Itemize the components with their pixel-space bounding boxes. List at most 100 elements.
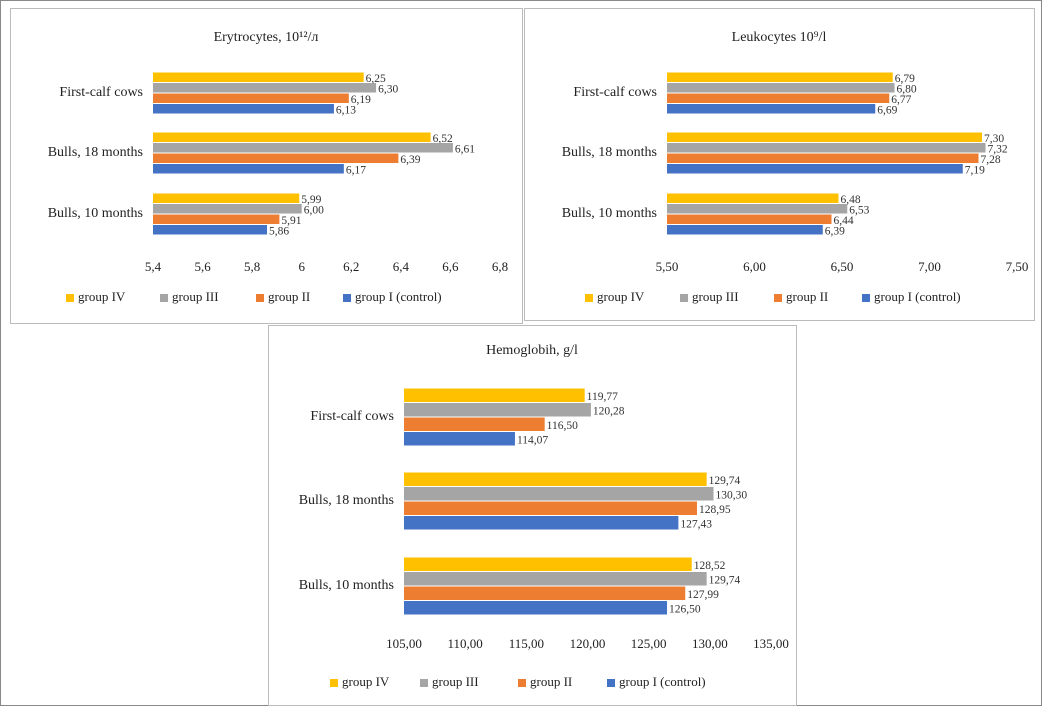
category-label: First-calf cows: [59, 85, 143, 100]
category-label: Bulls, 10 months: [299, 578, 394, 593]
x-tick-label: 6,50: [831, 259, 854, 274]
value-label: 7,32: [988, 143, 1008, 155]
bar: [404, 388, 585, 402]
bar: [153, 104, 334, 114]
chart-title: Hemoglobih, g/l: [486, 343, 578, 358]
legend-swatch: [160, 294, 168, 302]
value-label: 6,80: [897, 83, 917, 95]
value-label: 6,79: [895, 73, 915, 85]
value-label: 129,74: [709, 475, 741, 487]
legend-label: group I (control): [874, 289, 961, 304]
value-label: 6,17: [346, 164, 366, 176]
value-label: 6,44: [834, 215, 854, 227]
category-label: Bulls, 18 months: [299, 493, 394, 508]
bar: [667, 164, 963, 174]
value-label: 5,91: [281, 215, 301, 227]
legend-swatch: [774, 294, 782, 302]
bar: [404, 572, 707, 586]
value-label: 7,28: [981, 154, 1001, 166]
value-label: 127,43: [680, 518, 712, 530]
x-tick-label: 6,6: [442, 259, 459, 274]
value-label: 126,50: [669, 603, 701, 615]
value-label: 130,30: [716, 489, 748, 501]
legend-label: group IV: [342, 674, 390, 689]
bar: [153, 214, 280, 224]
x-tick-label: 6,4: [393, 259, 410, 274]
value-label: 5,86: [269, 225, 289, 237]
value-label: 6,77: [891, 94, 911, 106]
category-label: Bulls, 18 months: [562, 145, 657, 160]
bar: [404, 432, 515, 446]
x-tick-label: 5,8: [244, 259, 260, 274]
value-label: 127,99: [687, 589, 719, 601]
value-label: 6,39: [400, 154, 420, 166]
value-label: 6,69: [877, 104, 897, 116]
value-label: 6,52: [433, 133, 453, 145]
x-tick-label: 5,6: [194, 259, 211, 274]
x-tick-label: 7,00: [918, 259, 941, 274]
value-label: 6,19: [351, 94, 371, 106]
legend-swatch: [607, 679, 615, 687]
value-label: 6,00: [304, 204, 324, 216]
legend-swatch: [330, 679, 338, 687]
x-tick-label: 125,00: [631, 636, 667, 651]
value-label: 6,13: [336, 104, 356, 116]
legend-swatch: [256, 294, 264, 302]
x-tick-label: 6: [298, 259, 305, 274]
bar: [667, 225, 823, 235]
bar: [153, 153, 399, 163]
bar: [404, 501, 697, 515]
value-label: 7,30: [984, 133, 1004, 145]
legend-label: group IV: [78, 289, 126, 304]
bar: [667, 204, 848, 214]
x-tick-label: 6,8: [492, 259, 508, 274]
value-label: 6,39: [825, 225, 845, 237]
bar: [153, 72, 364, 82]
value-label: 6,53: [849, 204, 869, 216]
legend-label: group III: [432, 674, 479, 689]
x-tick-label: 5,4: [145, 259, 162, 274]
legend-swatch: [680, 294, 688, 302]
legend-swatch: [420, 679, 428, 687]
x-tick-label: 105,00: [386, 636, 422, 651]
bar: [404, 516, 679, 530]
x-tick-label: 5,50: [656, 259, 679, 274]
bar: [153, 83, 377, 93]
bar: [153, 93, 349, 103]
bar: [667, 132, 982, 142]
legend-swatch: [585, 294, 593, 302]
legend-label: group II: [530, 674, 572, 689]
x-tick-label: 6,2: [343, 259, 359, 274]
value-label: 6,48: [841, 194, 861, 206]
legend-swatch: [518, 679, 526, 687]
bar: [667, 143, 986, 153]
legend-label: group III: [172, 289, 219, 304]
legend-swatch: [343, 294, 351, 302]
chart-title: Leukocytes 10⁹/l: [732, 30, 827, 45]
legend-swatch: [862, 294, 870, 302]
x-tick-label: 6,00: [743, 259, 766, 274]
bar: [404, 586, 686, 600]
value-label: 116,50: [547, 420, 578, 432]
value-label: 6,61: [455, 143, 475, 155]
value-label: 128,95: [699, 504, 731, 516]
legend-label: group I (control): [355, 289, 442, 304]
value-label: 6,25: [366, 73, 386, 85]
bar: [153, 143, 453, 153]
x-tick-label: 115,00: [509, 636, 544, 651]
value-label: 5,99: [301, 194, 321, 206]
value-label: 129,74: [709, 574, 741, 586]
bar: [153, 225, 268, 235]
value-label: 7,19: [965, 164, 985, 176]
bar: [153, 193, 300, 203]
x-tick-label: 110,00: [448, 636, 483, 651]
category-label: Bulls, 10 months: [48, 206, 143, 221]
bar: [404, 557, 692, 571]
legend-label: group I (control): [619, 674, 706, 689]
bar: [667, 83, 895, 93]
bar: [404, 472, 707, 486]
value-label: 6,30: [378, 83, 398, 95]
bar: [404, 403, 591, 417]
bar: [667, 104, 876, 114]
